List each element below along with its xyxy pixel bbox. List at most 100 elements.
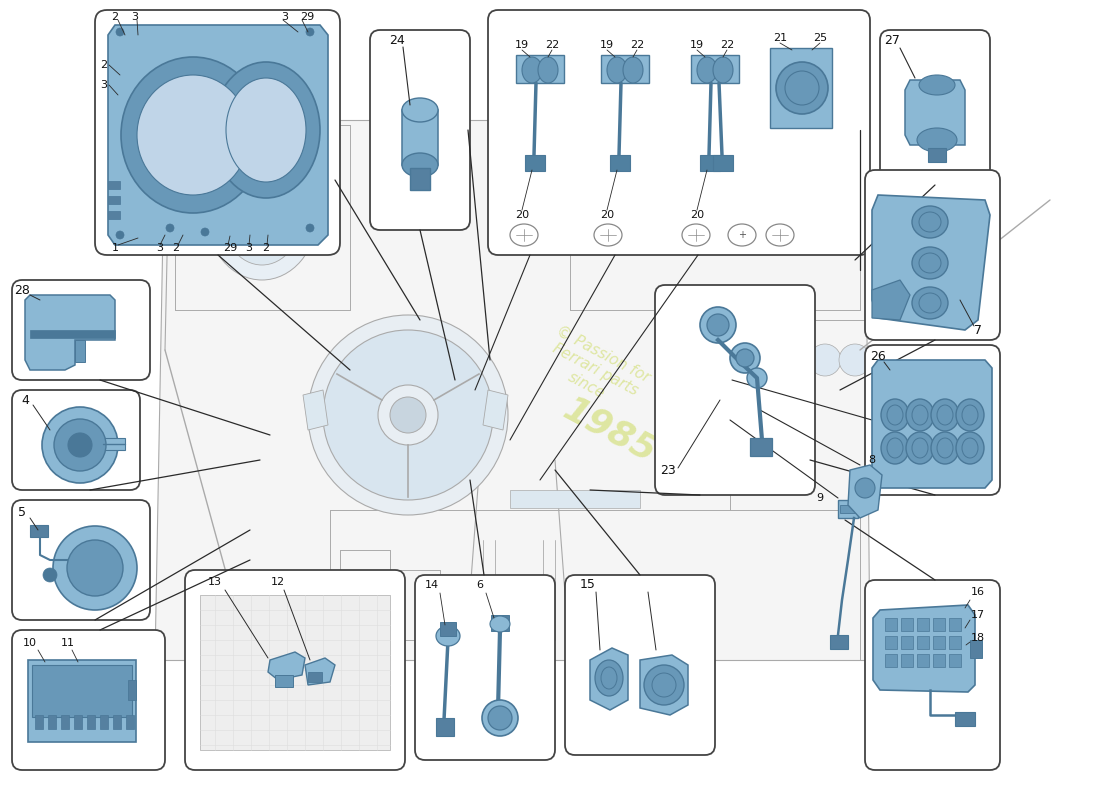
FancyBboxPatch shape: [488, 10, 870, 255]
Bar: [917, 654, 930, 667]
Ellipse shape: [68, 433, 92, 457]
FancyBboxPatch shape: [880, 30, 990, 185]
FancyBboxPatch shape: [12, 280, 150, 380]
Ellipse shape: [402, 153, 438, 177]
Text: 5: 5: [18, 506, 26, 518]
Bar: [60, 715, 69, 729]
FancyBboxPatch shape: [12, 630, 165, 770]
Ellipse shape: [887, 438, 903, 458]
Text: 6: 6: [476, 580, 484, 590]
Polygon shape: [905, 80, 965, 145]
Ellipse shape: [855, 478, 875, 498]
Polygon shape: [872, 360, 992, 488]
Bar: [933, 636, 945, 649]
Text: 22: 22: [630, 40, 645, 50]
Ellipse shape: [698, 198, 742, 242]
Ellipse shape: [839, 344, 871, 376]
Bar: [35, 715, 43, 729]
Text: 16: 16: [971, 587, 984, 597]
Bar: [700, 155, 720, 171]
Text: 2: 2: [263, 243, 270, 253]
Ellipse shape: [774, 344, 806, 376]
Text: 18: 18: [971, 633, 986, 643]
Text: 15: 15: [580, 578, 596, 591]
Ellipse shape: [917, 128, 957, 152]
Ellipse shape: [931, 432, 959, 464]
Ellipse shape: [594, 224, 621, 246]
Ellipse shape: [918, 253, 940, 273]
Ellipse shape: [607, 57, 627, 83]
Ellipse shape: [728, 224, 756, 246]
Ellipse shape: [682, 224, 710, 246]
Ellipse shape: [482, 700, 518, 736]
FancyBboxPatch shape: [185, 570, 405, 770]
Text: 20: 20: [690, 210, 704, 220]
Ellipse shape: [54, 419, 106, 471]
FancyBboxPatch shape: [95, 10, 340, 255]
Text: 29: 29: [300, 12, 315, 22]
Text: 12: 12: [271, 577, 285, 587]
Text: 1: 1: [111, 243, 119, 253]
Bar: [30, 330, 116, 338]
Ellipse shape: [700, 307, 736, 343]
Text: 4: 4: [21, 394, 29, 406]
Ellipse shape: [937, 438, 953, 458]
FancyBboxPatch shape: [654, 285, 815, 495]
Polygon shape: [873, 605, 975, 692]
Ellipse shape: [138, 75, 249, 195]
Text: 23: 23: [660, 463, 675, 477]
Ellipse shape: [308, 315, 508, 515]
Bar: [126, 715, 134, 729]
Text: 17: 17: [971, 610, 986, 620]
Ellipse shape: [766, 224, 794, 246]
Polygon shape: [848, 465, 882, 518]
Ellipse shape: [739, 344, 771, 376]
Polygon shape: [302, 390, 328, 430]
Text: 11: 11: [60, 638, 75, 648]
Ellipse shape: [918, 212, 940, 232]
Text: 20: 20: [515, 210, 529, 220]
Bar: [933, 654, 945, 667]
Ellipse shape: [166, 224, 174, 232]
Text: 19: 19: [600, 40, 614, 50]
FancyBboxPatch shape: [865, 580, 1000, 770]
Bar: [970, 640, 982, 658]
Bar: [28, 660, 136, 742]
Ellipse shape: [918, 75, 955, 95]
Text: 13: 13: [208, 577, 222, 587]
Ellipse shape: [912, 287, 948, 319]
Bar: [103, 438, 125, 450]
Ellipse shape: [912, 438, 928, 458]
Polygon shape: [590, 648, 628, 710]
Polygon shape: [25, 295, 115, 370]
Ellipse shape: [956, 432, 984, 464]
Text: 3: 3: [156, 243, 164, 253]
Text: 29: 29: [223, 243, 238, 253]
Bar: [275, 675, 293, 687]
Ellipse shape: [402, 98, 438, 122]
Text: 7: 7: [974, 323, 982, 337]
Ellipse shape: [931, 399, 959, 431]
Bar: [108, 211, 120, 219]
Ellipse shape: [887, 405, 903, 425]
Text: 3: 3: [100, 80, 108, 90]
Bar: [840, 505, 856, 513]
Ellipse shape: [912, 206, 948, 238]
Bar: [886, 654, 896, 667]
Ellipse shape: [53, 526, 138, 610]
Bar: [928, 148, 946, 162]
Ellipse shape: [601, 667, 617, 689]
Ellipse shape: [713, 57, 733, 83]
Ellipse shape: [490, 616, 510, 632]
FancyBboxPatch shape: [370, 30, 470, 230]
Text: 27: 27: [884, 34, 900, 46]
Text: 19: 19: [515, 40, 529, 50]
Text: 1985: 1985: [558, 391, 662, 469]
FancyBboxPatch shape: [865, 170, 1000, 340]
Ellipse shape: [306, 224, 313, 232]
Bar: [440, 622, 456, 636]
FancyBboxPatch shape: [865, 345, 1000, 495]
Bar: [770, 48, 832, 128]
Bar: [886, 618, 896, 631]
Ellipse shape: [918, 293, 940, 313]
